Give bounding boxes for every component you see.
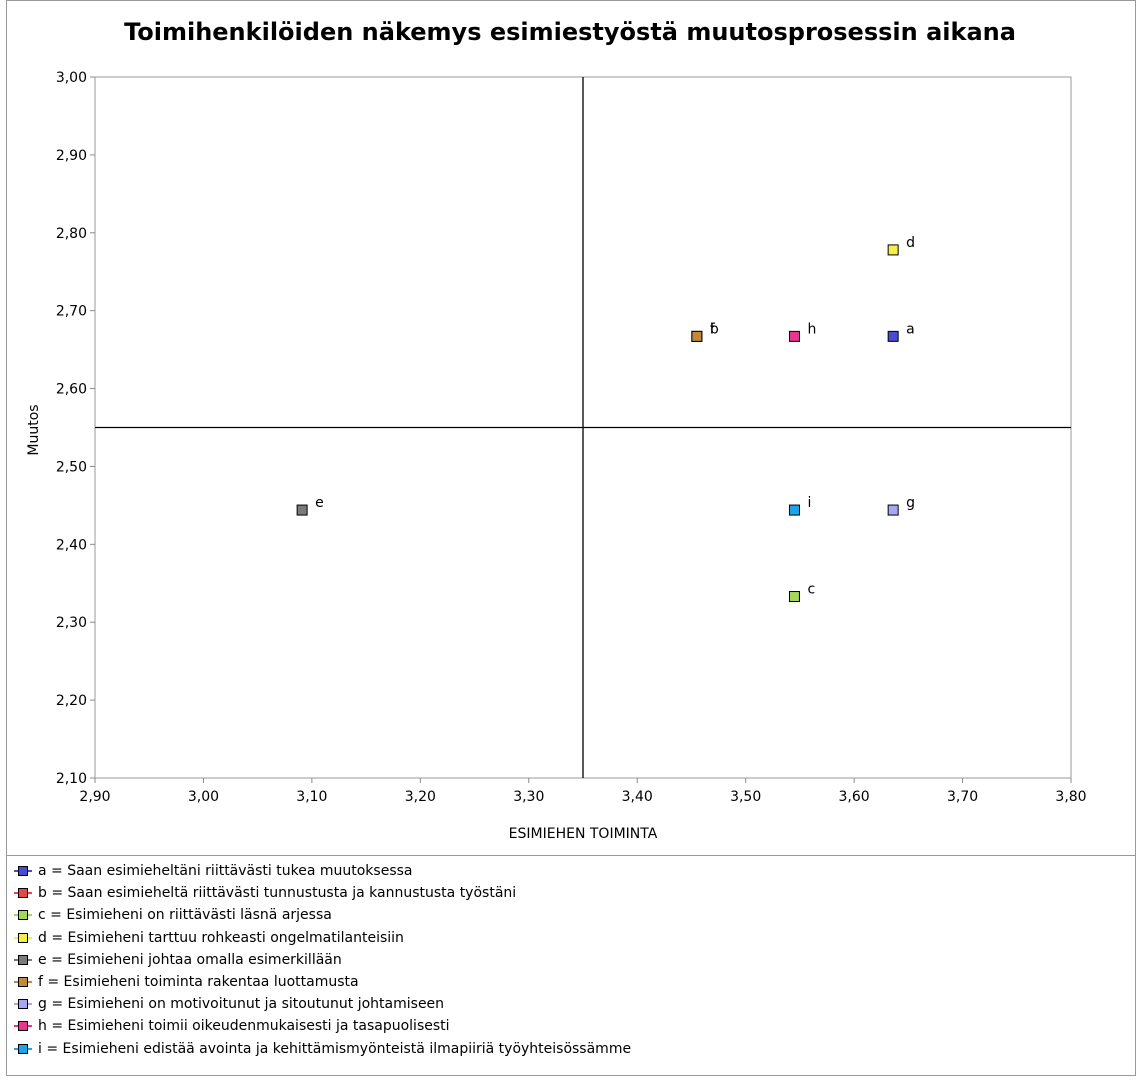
legend-label: e = Esimieheni johtaa omalla esimerkillä…: [38, 951, 342, 968]
data-point-f: [691, 330, 703, 342]
data-point-h: [788, 330, 800, 342]
y-tick-label: 2,50: [56, 459, 87, 475]
x-axis-label: ESIMIEHEN TOIMINTA: [509, 826, 658, 842]
legend-item-h: h = Esimieheni toimii oikeudenmukaisesti…: [14, 1015, 631, 1037]
y-tick-label: 3,00: [56, 70, 87, 86]
x-tick-label: 2,90: [79, 789, 110, 805]
data-label-d: d: [906, 235, 915, 251]
data-label-a: a: [906, 321, 915, 337]
y-tick-label: 2,10: [56, 771, 87, 787]
legend-item-g: g = Esimieheni on motivoitunut ja sitout…: [14, 993, 631, 1015]
data-label-f: f: [710, 321, 716, 337]
legend-item-f: f = Esimieheni toiminta rakentaa luottam…: [14, 971, 631, 993]
legend-item-i: i = Esimieheni edistää avointa ja kehitt…: [14, 1038, 631, 1060]
legend-marker-icon: [14, 953, 32, 967]
legend-label: c = Esimieheni on riittävästi läsnä arje…: [38, 907, 332, 924]
legend-item-d: d = Esimieheni tarttuu rohkeasti ongelma…: [14, 927, 631, 949]
legend-label: h = Esimieheni toimii oikeudenmukaisesti…: [38, 1018, 450, 1035]
legend-marker-icon: [14, 908, 32, 922]
legend-marker-icon: [14, 864, 32, 878]
y-tick-label: 2,80: [56, 226, 87, 242]
legend-label: f = Esimieheni toiminta rakentaa luottam…: [38, 974, 359, 991]
y-tick-label: 2,20: [56, 693, 87, 709]
legend-label: i = Esimieheni edistää avointa ja kehitt…: [38, 1040, 632, 1057]
legend-label: a = Saan esimieheltäni riittävästi tukea…: [38, 863, 413, 880]
legend-marker-icon: [14, 886, 32, 900]
data-label-g: g: [906, 495, 915, 511]
data-point-g: [887, 504, 899, 516]
legend-marker-icon: [14, 997, 32, 1011]
legend-label: b = Saan esimieheltä riittävästi tunnust…: [38, 885, 517, 902]
x-tick-label: 3,30: [513, 789, 544, 805]
legend-item-c: c = Esimieheni on riittävästi läsnä arje…: [14, 904, 631, 926]
x-tick-label: 3,70: [947, 789, 978, 805]
y-tick-label: 2,90: [56, 148, 87, 164]
data-point-d: [887, 244, 899, 256]
x-tick-label: 3,20: [405, 789, 436, 805]
x-tick-label: 3,80: [1055, 789, 1086, 805]
legend-item-b: b = Saan esimieheltä riittävästi tunnust…: [14, 882, 631, 904]
legend: a = Saan esimieheltäni riittävästi tukea…: [14, 860, 631, 1060]
data-label-h: h: [807, 321, 816, 337]
y-axis-label: Muutos: [26, 404, 42, 455]
legend-marker-icon: [14, 1042, 32, 1056]
data-point-c: [788, 591, 800, 603]
data-label-c: c: [807, 582, 815, 598]
legend-label: d = Esimieheni tarttuu rohkeasti ongelma…: [38, 929, 404, 946]
y-tick-label: 2,30: [56, 615, 87, 631]
scatter-chart: 2,90 3,00 3,10 3,20 3,30 3,40 3,50 3,60 3,70 3,80…: [26, 70, 1087, 842]
data-point-i: [788, 504, 800, 516]
legend-marker-icon: [14, 975, 32, 989]
data-label-i: i: [807, 495, 811, 511]
y-tick-label: 2,60: [56, 382, 87, 398]
legend-item-e: e = Esimieheni johtaa omalla esimerkillä…: [14, 949, 631, 971]
x-tick-label: 3,50: [730, 789, 761, 805]
x-tick-label: 3,60: [839, 789, 870, 805]
data-label-b: b: [710, 321, 719, 337]
y-tick-label: 2,40: [56, 537, 87, 553]
x-tick-label: 3,10: [296, 789, 327, 805]
legend-marker-icon: [14, 1019, 32, 1033]
x-tick-label: 3,40: [622, 789, 653, 805]
y-tick-label: 2,70: [56, 304, 87, 320]
data-point-a: [887, 330, 899, 342]
chart-frame: [6, 0, 1136, 1076]
legend-separator: [6, 855, 1136, 856]
data-point-e: [296, 504, 308, 516]
data-label-e: e: [315, 495, 324, 511]
x-tick-label: 3,00: [188, 789, 219, 805]
legend-item-a: a = Saan esimieheltäni riittävästi tukea…: [14, 860, 631, 882]
chart-title: Toimihenkilöiden näkemys esimiestyöstä m…: [124, 18, 1016, 46]
legend-marker-icon: [14, 931, 32, 945]
legend-label: g = Esimieheni on motivoitunut ja sitout…: [38, 996, 445, 1013]
